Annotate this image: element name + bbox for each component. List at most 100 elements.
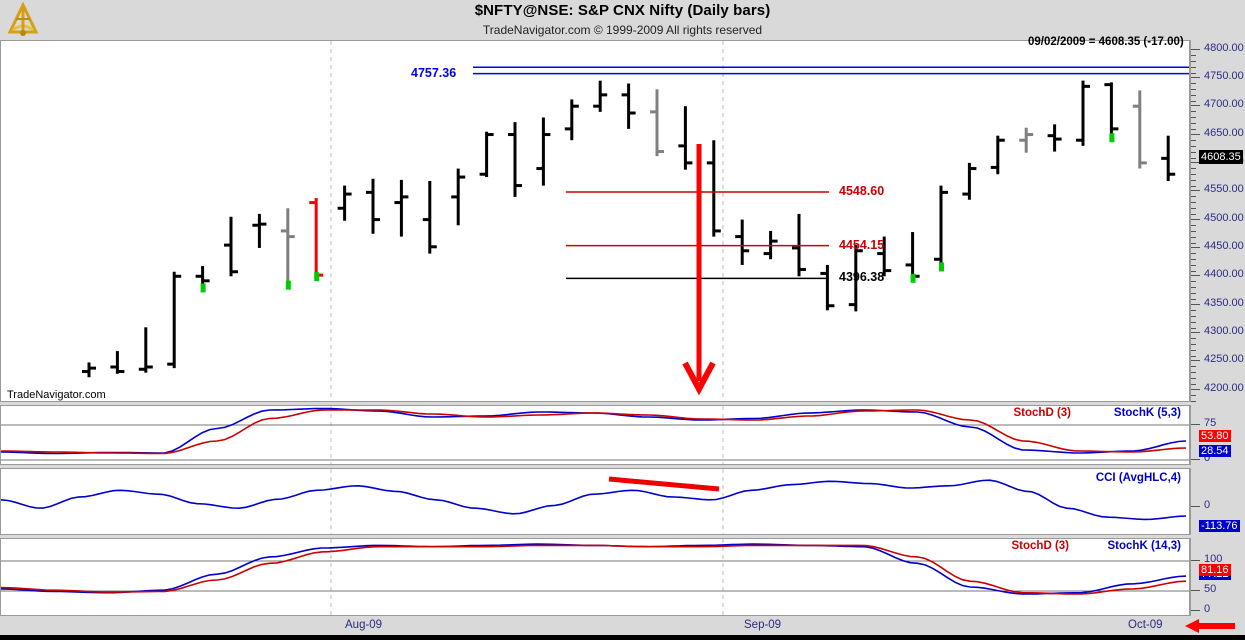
price-minor-tick — [1191, 196, 1196, 198]
price-minor-tick — [1191, 167, 1196, 169]
indicator-tick-label: 100 — [1204, 553, 1223, 565]
price-minor-tick — [1191, 252, 1196, 254]
level-label-resistance-lower: 4757.36 — [411, 65, 457, 80]
price-minor-tick — [1191, 258, 1196, 260]
price-minor-tick — [1191, 337, 1196, 339]
price-minor-tick — [1191, 321, 1196, 323]
price-minor-tick — [1191, 202, 1196, 204]
price-minor-tick — [1191, 54, 1196, 56]
price-minor-tick — [1191, 214, 1196, 216]
indicator-tick-label: 0 — [1204, 499, 1211, 511]
price-minor-tick — [1191, 293, 1196, 295]
indicator-value-tag: -113.76 — [1199, 520, 1240, 532]
price-tick-label: 4800.00 — [1204, 41, 1244, 54]
ohlc-bar-series — [82, 80, 1176, 378]
price-minor-tick — [1191, 384, 1196, 386]
price-minor-tick — [1191, 185, 1196, 187]
indicator-tick — [1191, 560, 1200, 561]
indicator-tick-label: 50 — [1204, 583, 1217, 595]
price-minor-tick — [1191, 270, 1196, 272]
price-minor-tick — [1191, 145, 1196, 147]
price-tick-label: 4350.00 — [1204, 296, 1244, 309]
stochk-line — [0, 407, 1187, 455]
price-minor-tick — [1191, 378, 1196, 380]
level-label-support-3: 4396.38 — [839, 270, 885, 285]
price-tick — [1191, 331, 1200, 333]
price-tick — [1191, 105, 1200, 107]
price-tick-label: 4650.00 — [1204, 126, 1244, 139]
date-axis-label: Sep-09 — [744, 619, 782, 631]
stochastic-fast-canvas — [0, 406, 1189, 464]
price-minor-tick — [1191, 123, 1196, 125]
price-minor-tick — [1191, 327, 1196, 329]
date-axis[interactable]: Aug-09 Sep-09 Oct-09 — [0, 617, 1245, 635]
price-minor-tick — [1191, 299, 1196, 301]
price-chart-canvas — [82, 41, 1189, 401]
price-minor-tick — [1191, 173, 1196, 175]
stochd-slow-line — [0, 544, 1187, 595]
stochastic-slow-scale: 10050077.2281.16 — [1190, 538, 1245, 616]
cci-line — [0, 479, 1187, 521]
indicator-tick — [1191, 459, 1200, 460]
price-minor-tick — [1191, 60, 1196, 62]
indicator-pane-stochastic-fast[interactable]: StochD (3) StochK (5,3) — [0, 405, 1190, 465]
price-minor-tick — [1191, 224, 1196, 226]
indicator-tick — [1191, 590, 1200, 591]
price-minor-tick — [1191, 88, 1196, 90]
price-tick — [1191, 246, 1200, 248]
price-minor-tick — [1191, 281, 1196, 283]
price-minor-tick — [1191, 151, 1196, 153]
indicator-value-tag: 53.80 — [1199, 430, 1231, 442]
price-tick-label: 4700.00 — [1204, 98, 1244, 111]
date-axis-label: Oct-09 — [1128, 619, 1163, 631]
price-minor-tick — [1191, 309, 1196, 311]
indicator-pane-stochastic-slow[interactable]: StochD (3) StochK (14,3) — [0, 538, 1190, 616]
window-bottom-bar — [0, 635, 1245, 640]
price-minor-tick — [1191, 366, 1196, 368]
price-tick-label: 4550.00 — [1204, 183, 1244, 196]
price-minor-tick — [1191, 157, 1196, 159]
legend-cci: CCI (AvgHLC,4) — [1095, 472, 1181, 484]
level-label-support-1: 4548.60 — [839, 184, 885, 199]
price-minor-tick — [1191, 139, 1196, 141]
price-tick — [1191, 133, 1200, 135]
price-tick-label: 4400.00 — [1204, 268, 1244, 281]
level-label-support-2: 4454.15 — [839, 237, 885, 252]
price-scale-axis[interactable]: 4800.004750.004700.004650.004600.004550.… — [1190, 40, 1245, 414]
indicator-pane-cci[interactable]: CCI (AvgHLC,4) — [0, 468, 1190, 535]
price-minor-tick — [1191, 230, 1196, 232]
price-minor-tick — [1191, 355, 1196, 357]
stochastic-fast-scale: 75 0 53.80 28.54 — [1190, 405, 1245, 465]
price-minor-tick — [1191, 242, 1196, 244]
price-minor-tick — [1191, 236, 1196, 238]
price-minor-tick — [1191, 82, 1196, 84]
legend-stochd-fast: StochD (3) — [1013, 407, 1072, 419]
price-tick — [1191, 218, 1200, 220]
price-tick — [1191, 303, 1200, 305]
legend-stochd-slow: StochD (3) — [1011, 540, 1070, 552]
indicator-value-tag: 81.16 — [1199, 564, 1231, 576]
price-tick-label: 4750.00 — [1204, 69, 1244, 82]
price-minor-tick — [1191, 72, 1196, 74]
price-tick — [1191, 275, 1200, 277]
stochastic-slow-canvas — [0, 539, 1189, 615]
page-title: $NFTY@NSE: S&P CNX Nifty (Daily bars) — [474, 2, 771, 19]
price-minor-tick — [1191, 100, 1196, 102]
price-chart-pane[interactable]: TradeNavigator.com 4768.754757.364548.60… — [0, 40, 1244, 402]
price-tick — [1191, 190, 1200, 192]
watermark-text: TradeNavigator.com — [7, 389, 106, 401]
price-minor-tick — [1191, 264, 1196, 266]
legend-stochk-fast: StochK (5,3) — [1113, 407, 1181, 419]
copyright-subtitle: TradeNavigator.com © 1999-2009 All right… — [482, 23, 763, 37]
indicator-tick — [1191, 424, 1200, 425]
legend-stochk-slow: StochK (14,3) — [1107, 540, 1182, 552]
price-minor-tick — [1191, 400, 1196, 402]
price-tick — [1191, 161, 1200, 163]
indicator-tick — [1191, 610, 1200, 611]
price-minor-tick — [1191, 117, 1196, 119]
price-tick-label: 4250.00 — [1204, 353, 1244, 366]
price-minor-tick — [1191, 129, 1196, 131]
quote-readout: 09/02/2009 = 4608.35 (-17.00) — [1028, 36, 1184, 48]
price-minor-tick — [1191, 179, 1196, 181]
